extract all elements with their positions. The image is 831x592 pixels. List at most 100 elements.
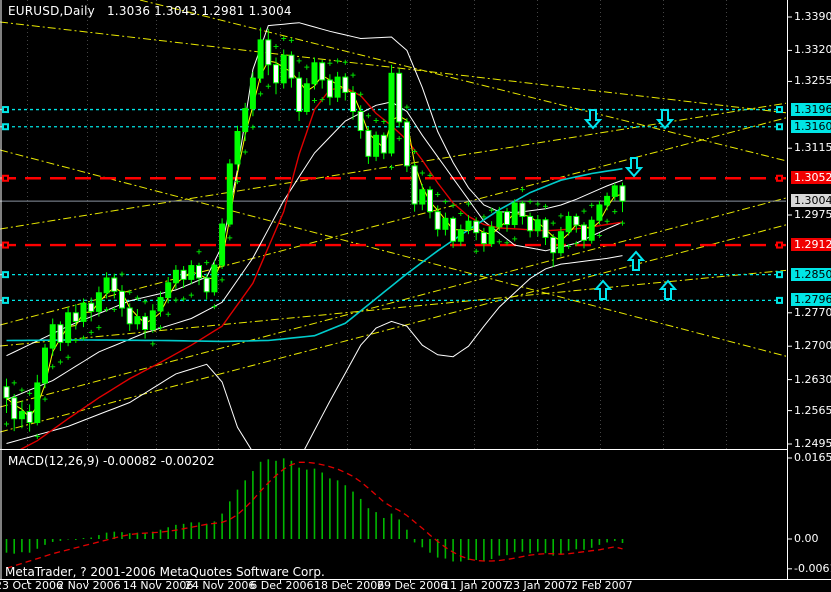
candle-bear [550, 236, 557, 254]
candle-bear [403, 121, 410, 167]
sar-dot [4, 421, 9, 427]
sar-dot [604, 218, 610, 224]
candle-bull [80, 302, 87, 322]
bollinger-middle-band [6, 101, 623, 401]
sar-dot [373, 118, 379, 124]
sar-dot [581, 208, 587, 214]
candle-bear [142, 316, 149, 331]
candle-bear [380, 134, 387, 154]
price-axis-label: 1.3390 [794, 10, 831, 23]
sar-dot [466, 201, 471, 207]
candle-bull [188, 265, 195, 280]
candle-bull [565, 215, 572, 233]
sar-dot [73, 338, 79, 343]
candle-bull [280, 54, 287, 84]
sar-dot [265, 83, 271, 89]
copyright-text: MetaTrader, ? 2001-2006 MetaQuotes Softw… [5, 565, 325, 579]
main-price-panel[interactable] [0, 0, 831, 465]
macd-signal-line [6, 461, 623, 569]
buy-signal-arrow-icon [658, 279, 678, 300]
level-edge-marker-hole [778, 108, 781, 112]
candle-bear [581, 224, 587, 241]
sar-dot [512, 236, 518, 242]
candle-bull [172, 269, 179, 284]
sar-dot [319, 97, 325, 103]
trendline[interactable] [0, 266, 831, 347]
sar-dot [327, 60, 333, 66]
sar-dot [558, 213, 564, 219]
sar-dot [450, 202, 456, 208]
level-edge-marker-hole [778, 243, 781, 247]
candle-bull [157, 297, 164, 312]
candle-bear [119, 290, 125, 309]
candle-bear [26, 411, 33, 424]
sar-dot [504, 240, 510, 246]
sell-signal-arrow-icon [624, 157, 644, 178]
candle-bear [72, 312, 79, 322]
sar-dot [335, 58, 341, 64]
level-edge-marker-hole [4, 125, 7, 129]
sar-dot [57, 359, 63, 365]
sar-dot [350, 72, 356, 78]
bollinger-lower-band [6, 255, 623, 449]
symbol-ohlc-title: EURUSD,Daily 1.3036 1.3043 1.2981 1.3004 [8, 4, 292, 18]
candle-bear [111, 277, 118, 292]
sar-dot [242, 149, 248, 155]
sar-dot [219, 277, 225, 283]
candle-bear [411, 165, 418, 205]
sar-dot [527, 199, 533, 205]
sar-dot [111, 306, 117, 312]
sar-dot [96, 325, 102, 331]
time-axis-label: 18 Dec 2006 [313, 579, 385, 592]
candle-bear [180, 269, 187, 280]
sar-dot [227, 235, 233, 241]
time-axis-label: 23 Oct 2006 [0, 579, 64, 592]
time-axis-label: 6 Dec 2006 [250, 579, 314, 592]
level-edge-marker-hole [778, 125, 781, 129]
trendline[interactable] [0, 213, 831, 433]
candle-bull [42, 347, 48, 384]
candle-bear [350, 91, 356, 112]
sar-dot [27, 390, 33, 396]
sar-dot [127, 289, 133, 295]
candle-bull [65, 312, 72, 343]
sar-dot [273, 44, 279, 50]
sar-dot [211, 304, 217, 310]
candle-bull [334, 76, 341, 98]
trendline[interactable] [139, 0, 831, 172]
time-axis-label: 24 Nov 2006 [184, 579, 256, 592]
sar-dot [435, 191, 441, 197]
trendline[interactable] [0, 96, 831, 230]
cyan-moving-average [6, 167, 623, 343]
candle-bull [242, 108, 249, 133]
sar-dot [158, 325, 163, 331]
sar-dot [50, 364, 56, 370]
buy-signal-arrow-icon [626, 250, 646, 271]
candle-bear [357, 110, 364, 132]
price-axis-label: 1.3320 [794, 43, 831, 57]
candle-bear [3, 386, 10, 399]
sar-dot [142, 299, 148, 305]
candle-bull [95, 292, 102, 312]
level-edge-marker-hole [4, 273, 7, 277]
sar-dot [566, 244, 572, 250]
sar-dot [550, 220, 556, 226]
candle-bull [588, 219, 595, 241]
candle-bull [18, 411, 25, 420]
trendline[interactable] [0, 149, 831, 368]
candle-bull [219, 223, 226, 266]
candle-bear [527, 215, 534, 232]
red-level-price-label: 1.3052 [791, 171, 831, 185]
sar-dot [119, 271, 125, 277]
time-axis-label: 11 Jan 2007 [443, 579, 509, 592]
macd-panel[interactable] [5, 458, 624, 569]
candle-bull [249, 77, 256, 110]
trendline[interactable] [0, 186, 831, 408]
sar-dot [535, 201, 541, 207]
price-axis-label: 1.2565 [794, 403, 831, 417]
red-moving-average [19, 86, 623, 449]
price-axis-label: 1.2975 [794, 207, 831, 221]
candle-bear [288, 54, 295, 79]
trendline[interactable] [0, 106, 831, 326]
